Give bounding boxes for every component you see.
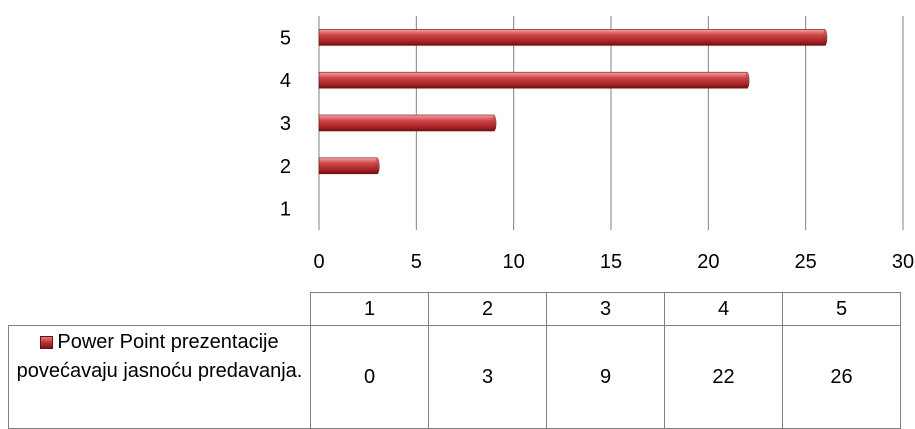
y-tick-label: 2 bbox=[280, 156, 291, 178]
data-table-header: 4 bbox=[664, 292, 783, 326]
y-tick-label: 5 bbox=[280, 27, 291, 49]
y-tick-labels: 1 2 3 4 5 bbox=[280, 27, 291, 220]
x-tick-label: 10 bbox=[503, 251, 525, 273]
series-label-text: Power Point prezentacije povećavaju jasn… bbox=[16, 331, 303, 382]
x-tick-label: 15 bbox=[600, 251, 622, 273]
bar-cap bbox=[492, 115, 497, 131]
x-tick-label: 0 bbox=[313, 251, 324, 273]
legend-key-icon bbox=[40, 336, 54, 349]
data-table-header: 2 bbox=[428, 292, 547, 326]
bar-chart: 1 2 3 4 5 0 5 10 15 20 25 30 bbox=[280, 16, 914, 273]
x-tick-label: 5 bbox=[411, 251, 422, 273]
bars bbox=[318, 29, 828, 175]
data-table: 1 2 3 4 5 Power Point prezentacije poveć… bbox=[8, 292, 901, 429]
data-table-series-label: Power Point prezentacije povećavaju jasn… bbox=[8, 325, 311, 429]
data-table-value: 22 bbox=[664, 325, 783, 429]
data-table-header: 1 bbox=[310, 292, 429, 326]
bar-cap bbox=[822, 29, 828, 46]
x-tick-labels: 0 5 10 15 20 25 30 bbox=[313, 251, 914, 273]
bar-cap bbox=[745, 72, 750, 89]
bar bbox=[318, 114, 495, 132]
gridlines bbox=[318, 16, 904, 230]
x-tick-label: 30 bbox=[892, 251, 914, 273]
bar bbox=[318, 71, 748, 89]
bar bbox=[318, 29, 826, 46]
data-table-series-row: Power Point prezentacije povećavaju jasn… bbox=[8, 325, 901, 429]
data-table-header: 3 bbox=[546, 292, 665, 326]
data-table-value: 26 bbox=[782, 325, 901, 429]
bar bbox=[318, 157, 378, 175]
data-table-corner bbox=[8, 292, 311, 326]
bar-cap bbox=[375, 157, 380, 174]
data-table-value: 0 bbox=[310, 325, 429, 429]
y-tick-label: 1 bbox=[280, 199, 291, 221]
x-tick-label: 25 bbox=[795, 251, 817, 273]
x-tick-label: 20 bbox=[697, 251, 719, 273]
y-tick-label: 3 bbox=[280, 113, 291, 135]
data-table-header-row: 1 2 3 4 5 bbox=[8, 292, 901, 326]
data-table-value: 3 bbox=[428, 325, 547, 429]
data-table-value: 9 bbox=[546, 325, 665, 429]
y-tick-label: 4 bbox=[280, 70, 291, 92]
data-table-header: 5 bbox=[782, 292, 901, 326]
